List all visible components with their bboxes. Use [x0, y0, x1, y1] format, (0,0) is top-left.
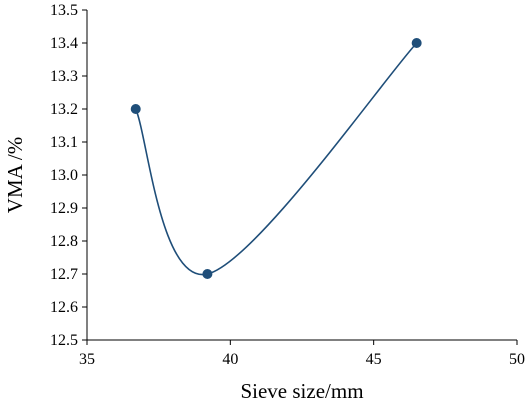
- y-ticks: 12.5 12.6 12.7 12.8 12.9 13.0 13.1 13.2 13.3 13.4…: [50, 2, 87, 349]
- y-tick-label: 13.4: [50, 35, 78, 52]
- y-tick-label: 12.6: [50, 299, 78, 316]
- x-tick-label: 50: [509, 351, 525, 368]
- y-tick-label: 12.9: [50, 200, 78, 217]
- data-point: [202, 269, 213, 279]
- y-tick-label: 13.5: [50, 2, 78, 19]
- x-tick-label: 40: [222, 351, 238, 368]
- y-tick-label: 13.0: [50, 167, 78, 184]
- x-axis-title: Sieve size/mm: [240, 379, 363, 403]
- series-curve: [134, 42, 418, 276]
- y-tick-label: 13.2: [50, 101, 78, 118]
- data-points: [130, 38, 422, 279]
- y-axis-title: VMA /%: [3, 137, 27, 213]
- y-tick-label: 13.1: [50, 134, 78, 151]
- x-tick-label: 35: [79, 351, 95, 368]
- y-tick-label: 12.5: [50, 332, 78, 349]
- y-tick-label: 13.3: [50, 68, 78, 85]
- x-tick-label: 45: [366, 351, 382, 368]
- y-tick-label: 12.8: [50, 233, 78, 250]
- data-point: [411, 38, 422, 48]
- data-point: [130, 104, 141, 114]
- y-tick-label: 12.7: [50, 266, 78, 283]
- x-ticks: 35 40 45 50: [79, 340, 525, 368]
